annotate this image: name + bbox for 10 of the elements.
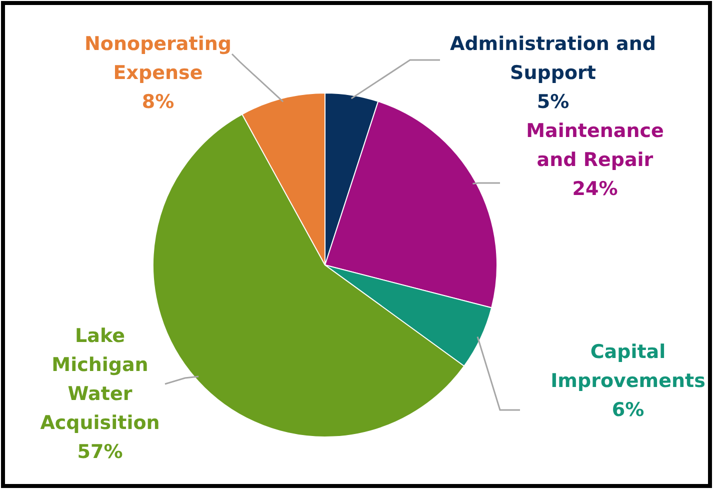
slice-label: Maintenance and Repair <box>526 120 664 171</box>
slice-label: Lake Michigan Water Acquisition <box>40 325 160 434</box>
data-label: 6% <box>612 399 644 421</box>
slice-label: Capital Improvements <box>550 341 706 392</box>
slice-label: Administration and Support <box>450 33 656 84</box>
data-label: 24% <box>572 178 618 200</box>
slice-label: Nonoperating Expense <box>84 33 232 84</box>
data-label: 8% <box>142 91 174 113</box>
data-label: 5% <box>536 91 570 113</box>
data-label: 57% <box>77 441 123 463</box>
